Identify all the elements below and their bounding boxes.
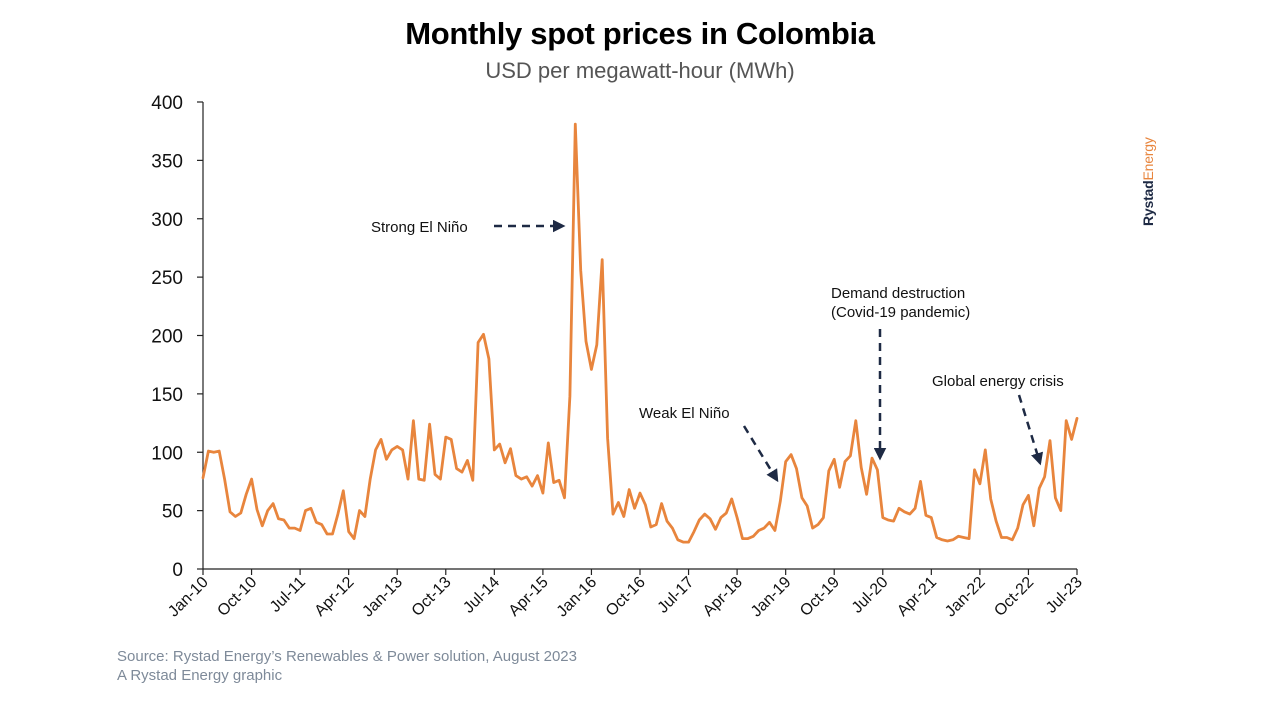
x-tick-label: Apr-18 [700, 574, 746, 620]
annotation-global-energy-crisis-arrow [1017, 394, 1044, 466]
credit-line: A Rystad Energy graphic [117, 667, 283, 684]
series-line-spot-price [201, 122, 1079, 544]
annotation-demand-destruction-line1: Demand destruction [831, 285, 965, 302]
brand-logo-part1: Rystad [1140, 180, 1156, 226]
x-tick-label: Jan-22 [942, 574, 989, 621]
annotation-weak-el-nino: Weak El Niño [639, 405, 779, 483]
x-tick-label: Oct-16 [603, 574, 649, 620]
annotation-global-energy-crisis: Global energy crisis [932, 373, 1064, 466]
y-tick-label: 50 [162, 502, 183, 523]
annotation-global-energy-crisis-label: Global energy crisis [932, 373, 1064, 390]
x-tick-label: Apr-12 [312, 574, 358, 620]
annotation-demand-destruction: Demand destruction (Covid-19 pandemic) [831, 285, 970, 461]
x-tick-label: Jul-20 [849, 574, 892, 617]
annotation-strong-el-nino-label: Strong El Niño [371, 219, 468, 236]
x-tick-label: Jul-23 [1043, 574, 1086, 617]
chart-subtitle: USD per megawatt-hour (MWh) [485, 58, 795, 83]
x-tick-label: Oct-19 [797, 574, 843, 620]
x-tick-label: Jan-13 [359, 574, 406, 621]
x-tick-label: Oct-13 [409, 574, 455, 620]
brand-logo: RystadEnergy [1140, 137, 1156, 226]
x-tick-label: Apr-15 [506, 574, 552, 620]
source-line: Source: Rystad Energy’s Renewables & Pow… [117, 648, 577, 665]
annotation-strong-el-nino: Strong El Niño [371, 219, 566, 236]
x-tick-label: Oct-22 [991, 574, 1037, 620]
y-tick-label: 150 [151, 385, 183, 406]
chart-title: Monthly spot prices in Colombia [405, 16, 875, 51]
x-tick-label: Jan-16 [554, 574, 601, 621]
y-tick-label: 100 [151, 443, 183, 464]
annotation-weak-el-nino-label: Weak El Niño [639, 405, 730, 422]
x-tick-label: Oct-10 [214, 574, 260, 620]
y-tick-label: 300 [151, 210, 183, 231]
x-tick-label: Jul-11 [267, 574, 309, 616]
y-tick-label: 350 [151, 151, 183, 172]
x-tick-label: Jul-14 [460, 574, 503, 617]
y-tick-label: 0 [172, 560, 183, 581]
x-tick-label: Apr-21 [894, 574, 940, 620]
annotation-weak-el-nino-arrow [742, 425, 779, 483]
annotation-demand-destruction-line2: (Covid-19 pandemic) [831, 304, 970, 321]
source-note: Source: Rystad Energy’s Renewables & Pow… [117, 647, 577, 685]
y-tick-label: 250 [151, 268, 183, 289]
x-tick-label: Jul-17 [655, 574, 698, 617]
y-tick-label: 200 [151, 327, 183, 348]
axes [197, 101, 1078, 575]
x-tick-label: Jan-19 [748, 574, 795, 621]
brand-logo-part2: Energy [1140, 137, 1156, 181]
y-tick-label: 400 [151, 93, 183, 114]
series [201, 122, 1079, 544]
